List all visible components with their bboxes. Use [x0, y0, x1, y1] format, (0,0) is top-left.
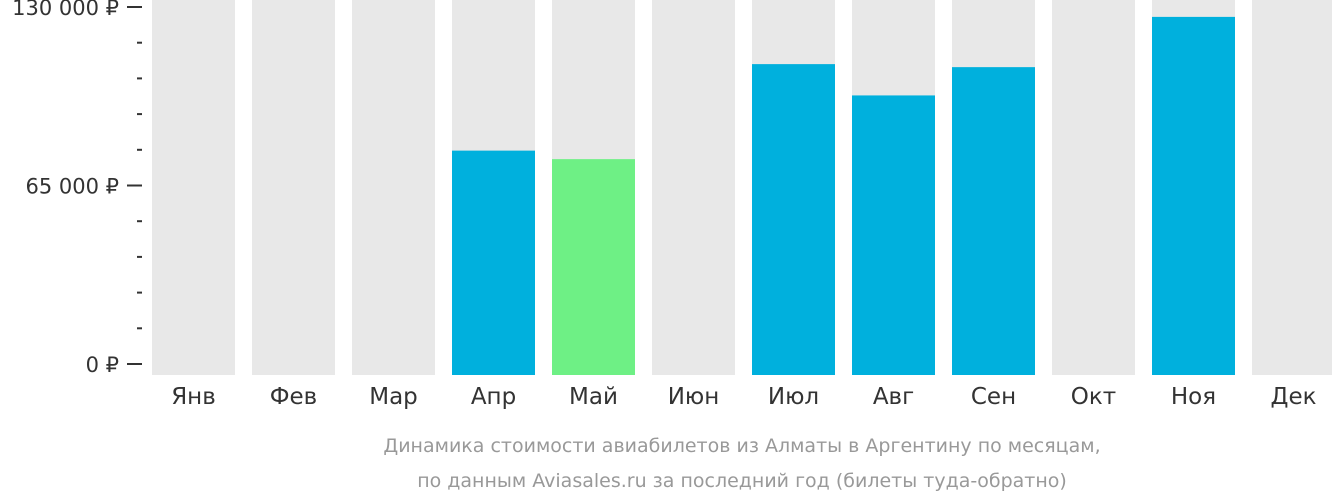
bar-background-2: [252, 0, 335, 375]
bar-4[interactable]: [452, 150, 535, 375]
x-tick-label: Авг: [873, 384, 914, 410]
bar-background-6: [652, 0, 735, 375]
x-tick-label: Ноя: [1171, 384, 1216, 410]
x-tick-label: Сен: [971, 384, 1016, 410]
x-tick-label: Май: [569, 384, 618, 410]
bar-9[interactable]: [952, 67, 1035, 375]
x-tick-label: Дек: [1270, 384, 1316, 410]
y-tick-label: 65 000 ₽: [25, 175, 119, 199]
bar-11[interactable]: [1152, 16, 1235, 375]
bar-background-1: [152, 0, 235, 375]
y-axis: 0 ₽ 65 000 ₽ 130 000 ₽: [12, 0, 142, 377]
bar-8[interactable]: [852, 95, 935, 376]
y-tick-label: 130 000 ₽: [12, 0, 119, 20]
x-axis-labels: Янв Фев Мар Апр Май Июн Июл Авг Сен Окт Ноя Дек: [171, 384, 1316, 410]
y-tick-label: 0 ₽: [86, 353, 119, 377]
x-tick-label: Фев: [270, 384, 318, 410]
x-tick-label: Окт: [1071, 384, 1116, 410]
x-tick-label: Мар: [369, 384, 418, 410]
x-tick-label: Апр: [471, 384, 516, 410]
bar-background-10: [1052, 0, 1135, 375]
bar-7[interactable]: [752, 64, 835, 376]
caption-line-1: Динамика стоимости авиабилетов из Алматы…: [383, 435, 1100, 457]
x-tick-label: Июн: [668, 384, 720, 410]
price-bars: [452, 16, 1235, 376]
bar-background-3: [352, 0, 435, 375]
caption-line-2: по данным Aviasales.ru за последний год …: [417, 470, 1067, 492]
bar-5[interactable]: [552, 159, 635, 375]
x-tick-label: Июл: [768, 384, 819, 410]
bar-background-12: [1252, 0, 1332, 375]
chart-caption: Динамика стоимости авиабилетов из Алматы…: [383, 435, 1100, 492]
x-tick-label: Янв: [171, 384, 216, 410]
